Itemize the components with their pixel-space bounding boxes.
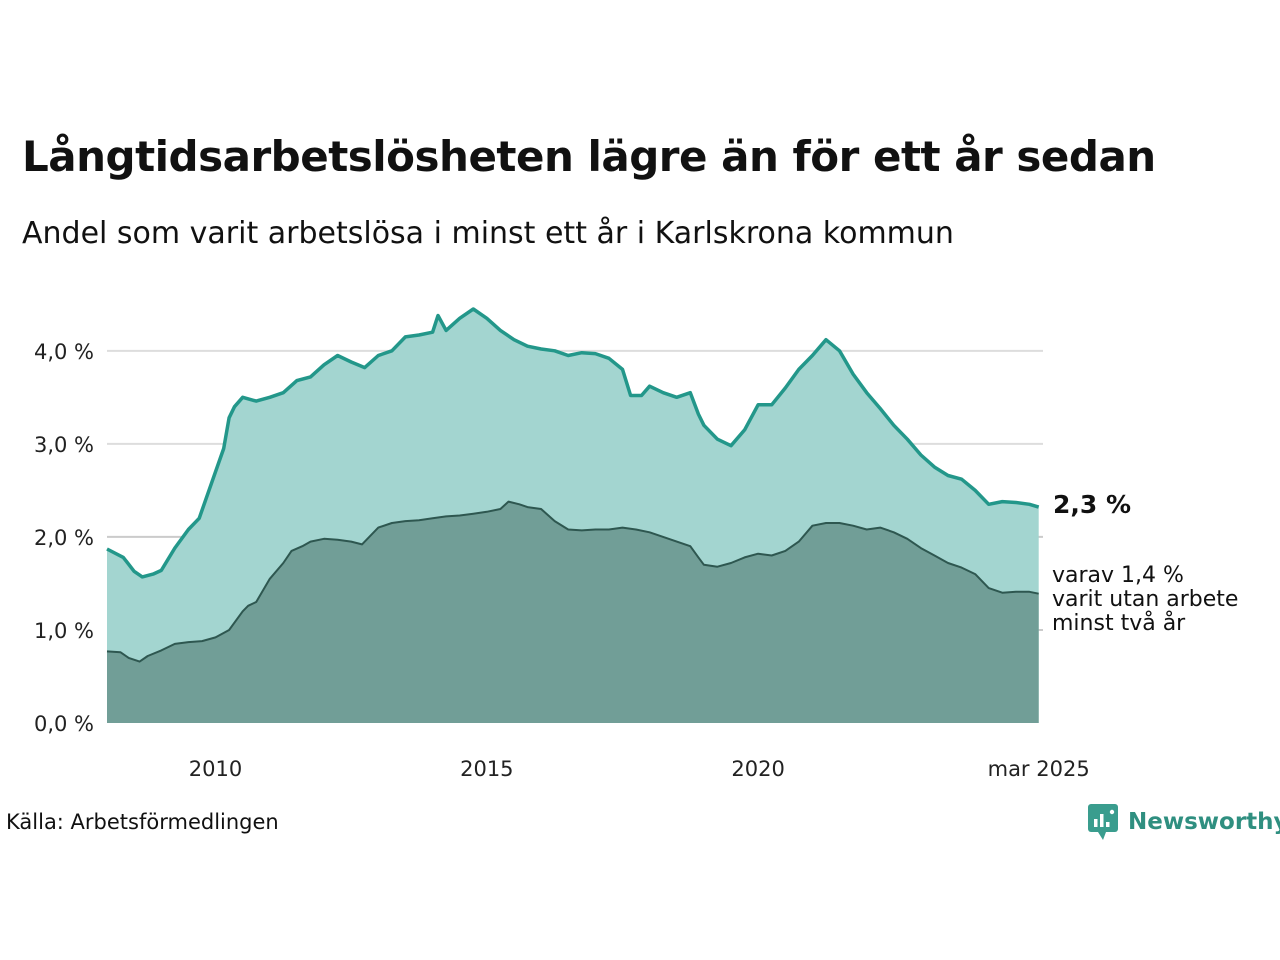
x-tick-label: mar 2025 — [988, 757, 1090, 781]
end-label-sub-line: varit utan arbete — [1052, 587, 1238, 612]
brand-logo: Newsworthy — [1088, 804, 1280, 840]
source-note: Källa: Arbetsförmedlingen — [6, 810, 279, 834]
y-tick-label: 3,0 % — [34, 433, 94, 457]
y-tick-label: 4,0 % — [34, 340, 94, 364]
end-label-main: 2,3 % — [1053, 490, 1131, 519]
y-tick-label: 2,0 % — [34, 526, 94, 550]
y-tick-label: 1,0 % — [34, 619, 94, 643]
x-tick-label: 2020 — [731, 757, 784, 781]
series-1-line — [106, 307, 1040, 579]
series-areas — [106, 307, 1040, 723]
y-tick-label: 0,0 % — [34, 712, 94, 736]
series-2-line — [106, 500, 1039, 663]
end-label-sub-line: varav 1,4 % — [1052, 563, 1184, 588]
chart-title: Långtidsarbetslösheten lägre än för ett … — [22, 132, 1156, 181]
newsworthy-logo-icon — [1088, 804, 1118, 840]
series-2-area — [107, 501, 1039, 723]
chart-subtitle: Andel som varit arbetslösa i minst ett å… — [22, 216, 954, 251]
x-axis: 2010 2015 2020 mar 2025 — [189, 757, 1090, 781]
x-tick-label: 2010 — [189, 757, 242, 781]
brand-name: Newsworthy — [1128, 809, 1280, 835]
end-label-sub-line: minst två år — [1052, 610, 1186, 636]
x-tick-label: 2015 — [460, 757, 513, 781]
y-axis: 0,0 % 1,0 % 2,0 % 3,0 % 4,0 % — [34, 340, 94, 736]
